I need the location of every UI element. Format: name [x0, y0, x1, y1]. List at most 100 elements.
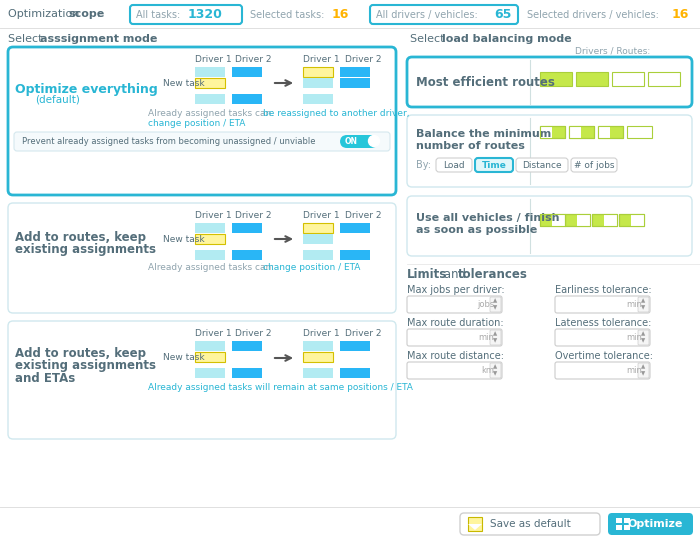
- Bar: [195, 67, 225, 77]
- Text: Balance the minimum: Balance the minimum: [416, 129, 552, 139]
- Bar: [540, 126, 565, 138]
- Text: Driver 2: Driver 2: [235, 211, 272, 221]
- Text: :: :: [520, 268, 524, 281]
- Text: Driver 2: Driver 2: [345, 211, 382, 221]
- FancyBboxPatch shape: [555, 329, 650, 346]
- Text: Driver 1: Driver 1: [195, 55, 232, 64]
- Bar: [195, 78, 225, 88]
- Text: Add to routes, keep: Add to routes, keep: [15, 230, 146, 243]
- Bar: [592, 214, 617, 226]
- Text: as soon as possible: as soon as possible: [416, 225, 538, 235]
- Text: Max jobs per driver:: Max jobs per driver:: [407, 285, 505, 295]
- Bar: [619, 214, 644, 226]
- Bar: [598, 126, 623, 138]
- Text: ▲: ▲: [641, 332, 645, 337]
- FancyBboxPatch shape: [638, 330, 649, 345]
- Text: Save as default: Save as default: [489, 519, 570, 529]
- Text: ▲: ▲: [641, 365, 645, 370]
- Bar: [232, 223, 262, 233]
- Text: Max route duration:: Max route duration:: [407, 318, 503, 328]
- Bar: [569, 126, 594, 138]
- FancyBboxPatch shape: [555, 296, 650, 313]
- Bar: [598, 126, 610, 138]
- Bar: [232, 368, 262, 378]
- Text: # of jobs: # of jobs: [574, 160, 615, 170]
- Bar: [303, 368, 333, 378]
- Text: Already assigned tasks can:: Already assigned tasks can:: [148, 263, 274, 273]
- Text: existing assignments: existing assignments: [15, 359, 156, 372]
- Bar: [195, 250, 225, 260]
- Bar: [540, 214, 565, 226]
- Text: All drivers / vehicles:: All drivers / vehicles:: [376, 10, 477, 20]
- Text: :: :: [561, 34, 565, 44]
- Bar: [552, 214, 565, 226]
- Text: Drivers / Routes:: Drivers / Routes:: [575, 47, 650, 55]
- Text: Distance: Distance: [522, 160, 562, 170]
- Text: Optimize everything: Optimize everything: [15, 82, 158, 95]
- FancyBboxPatch shape: [8, 47, 396, 195]
- Text: tolerances: tolerances: [458, 268, 528, 281]
- Text: Select: Select: [410, 34, 448, 44]
- Text: Load: Load: [443, 160, 465, 170]
- FancyBboxPatch shape: [130, 5, 242, 24]
- Text: (default): (default): [35, 95, 80, 105]
- Bar: [616, 518, 622, 523]
- Text: Driver 2: Driver 2: [345, 330, 382, 339]
- Bar: [624, 518, 630, 523]
- FancyBboxPatch shape: [490, 330, 501, 345]
- Bar: [577, 214, 590, 226]
- Bar: [195, 223, 225, 233]
- Bar: [303, 67, 333, 77]
- Text: All tasks:: All tasks:: [136, 10, 181, 20]
- Text: Driver 1: Driver 1: [195, 211, 232, 221]
- FancyBboxPatch shape: [555, 362, 650, 379]
- Text: ▼: ▼: [641, 371, 645, 377]
- Text: 1320: 1320: [188, 9, 223, 22]
- Text: New task: New task: [163, 79, 204, 87]
- Text: km: km: [481, 366, 494, 375]
- Text: Time: Time: [482, 160, 506, 170]
- Text: asssignment mode: asssignment mode: [40, 34, 158, 44]
- FancyBboxPatch shape: [8, 203, 396, 313]
- Text: By:: By:: [416, 160, 431, 170]
- Text: load balancing mode: load balancing mode: [442, 34, 572, 44]
- Text: and ETAs: and ETAs: [15, 371, 76, 384]
- FancyBboxPatch shape: [638, 297, 649, 312]
- FancyBboxPatch shape: [407, 362, 502, 379]
- Bar: [468, 517, 482, 531]
- Text: Select: Select: [8, 34, 46, 44]
- Bar: [303, 223, 333, 233]
- Bar: [340, 223, 370, 233]
- Text: min: min: [626, 300, 642, 309]
- Bar: [592, 214, 617, 226]
- Text: jobs: jobs: [477, 300, 494, 309]
- Bar: [648, 72, 680, 86]
- Text: 16: 16: [332, 9, 349, 22]
- Text: :: :: [150, 34, 153, 44]
- FancyBboxPatch shape: [475, 158, 513, 172]
- Text: Optimization: Optimization: [8, 9, 83, 19]
- Bar: [540, 214, 565, 226]
- Text: Prevent already assigned tasks from becoming unassigned / unviable: Prevent already assigned tasks from beco…: [22, 138, 316, 146]
- Bar: [340, 368, 370, 378]
- Bar: [232, 94, 262, 104]
- Text: New task: New task: [163, 353, 204, 363]
- Text: existing assignments: existing assignments: [15, 242, 156, 255]
- Bar: [631, 214, 644, 226]
- Circle shape: [368, 136, 379, 146]
- Text: Use all vehicles / finish: Use all vehicles / finish: [416, 213, 559, 223]
- Polygon shape: [468, 524, 482, 530]
- FancyBboxPatch shape: [407, 115, 692, 187]
- Bar: [569, 126, 594, 138]
- FancyBboxPatch shape: [608, 513, 693, 535]
- FancyBboxPatch shape: [370, 5, 518, 24]
- Bar: [576, 72, 608, 86]
- FancyBboxPatch shape: [14, 132, 390, 151]
- Bar: [195, 352, 225, 362]
- Bar: [540, 126, 552, 138]
- Bar: [232, 250, 262, 260]
- Text: Driver 1: Driver 1: [303, 330, 340, 339]
- Text: ON: ON: [345, 137, 358, 145]
- FancyBboxPatch shape: [516, 158, 568, 172]
- Bar: [232, 67, 262, 77]
